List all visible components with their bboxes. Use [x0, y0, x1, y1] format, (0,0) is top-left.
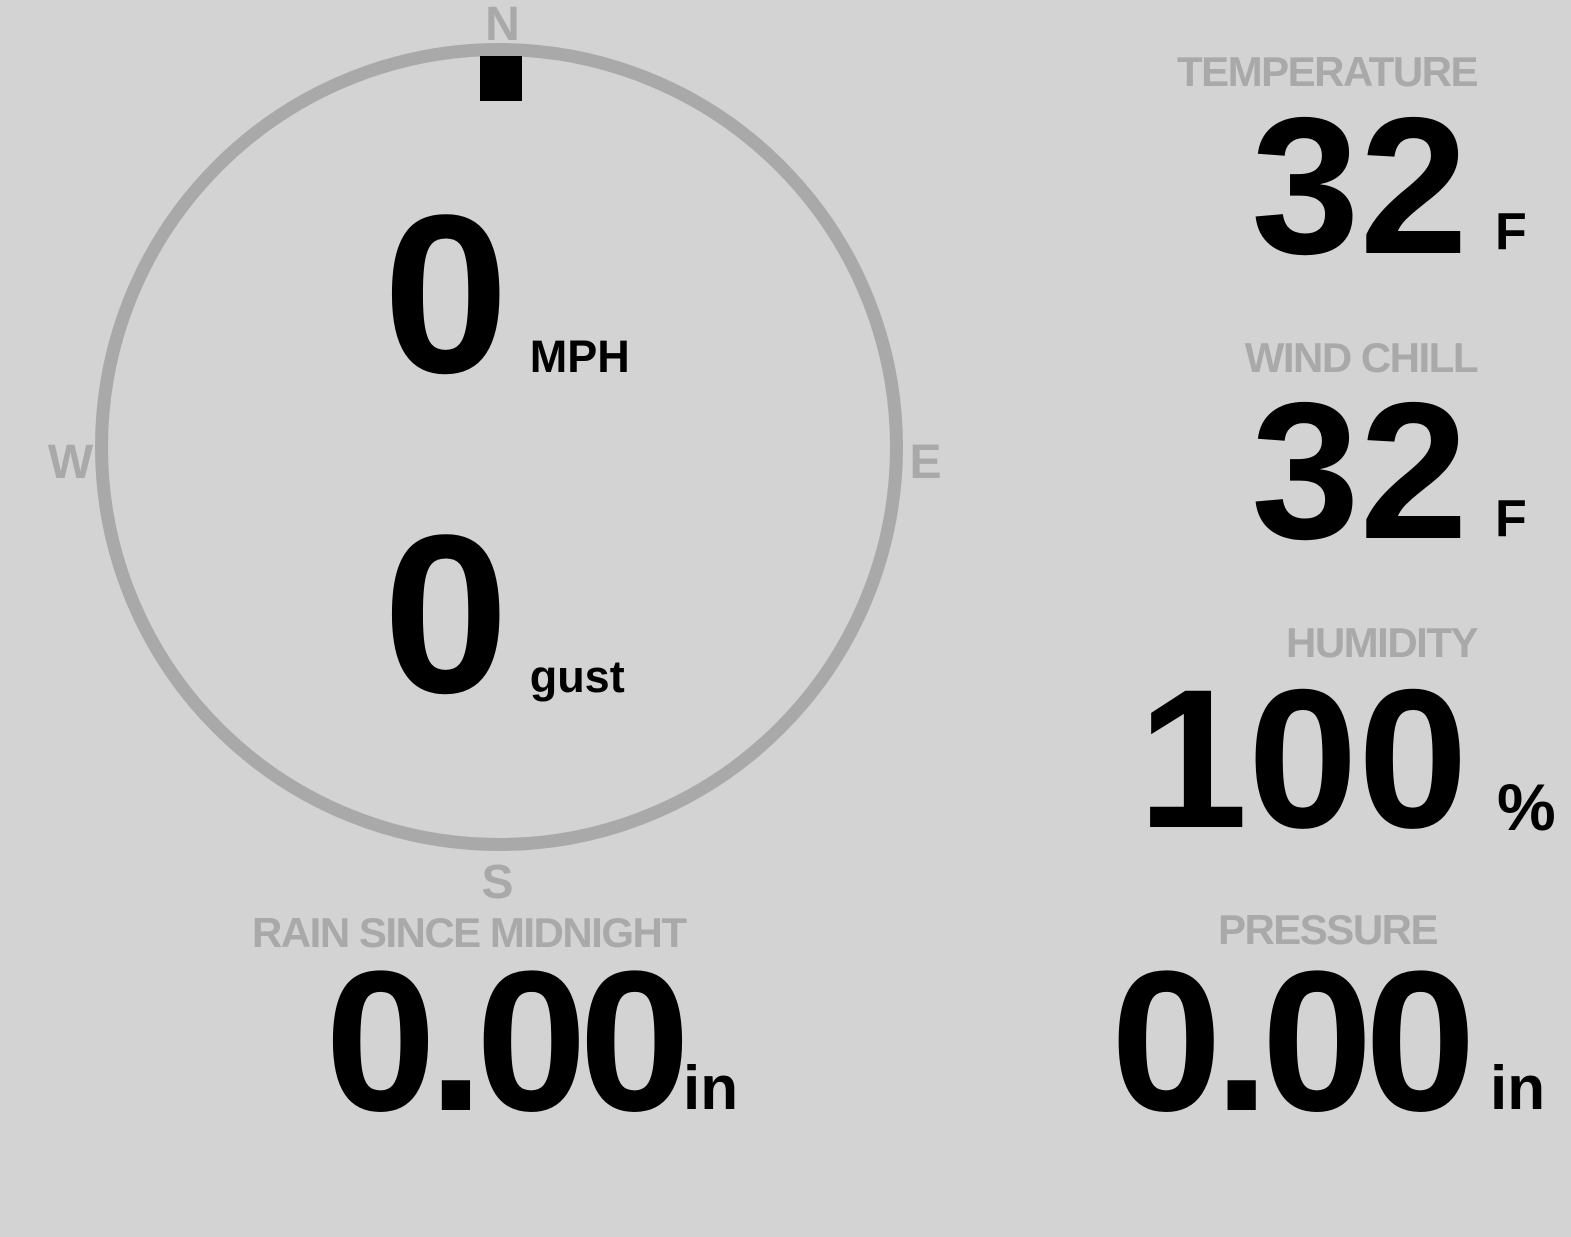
wind-speed-value: 0 — [383, 167, 509, 420]
wind-gust-value: 0 — [383, 487, 509, 740]
pressure-unit: in — [1490, 1054, 1546, 1123]
humidity-value: 100 — [1137, 648, 1468, 869]
temperature-value: 32 — [1251, 77, 1468, 295]
compass-label-south: S — [481, 856, 513, 909]
pressure-label: PRESSURE — [1217, 906, 1439, 953]
compass-label-west: W — [47, 436, 93, 489]
humidity-label: HUMIDITY — [1286, 619, 1479, 666]
humidity-unit: % — [1497, 770, 1556, 844]
temperature-label: TEMPERATURE — [1176, 48, 1479, 95]
wind-chill-label: WIND CHILL — [1244, 334, 1479, 381]
wind-chill-value: 32 — [1251, 362, 1468, 580]
compass-label-north: N — [485, 0, 520, 51]
wind-chill-unit: F — [1495, 490, 1527, 548]
wind-speed-unit: MPH — [529, 331, 630, 382]
rain-since-midnight-label: RAIN SINCE MIDNIGHT — [252, 909, 687, 956]
wind-direction-marker — [480, 56, 522, 101]
rain-since-midnight-unit: in — [683, 1054, 739, 1123]
wind-speed-row: 0 MPH — [383, 181, 630, 407]
rain-since-midnight-value: 0.00 — [325, 930, 690, 1153]
wind-gust-row: 0 gust — [383, 501, 625, 727]
wind-gust-unit: gust — [529, 651, 625, 702]
temperature-unit: F — [1495, 203, 1527, 261]
compass-label-east: E — [909, 436, 941, 489]
pressure-value: 0.00 — [1110, 930, 1476, 1153]
